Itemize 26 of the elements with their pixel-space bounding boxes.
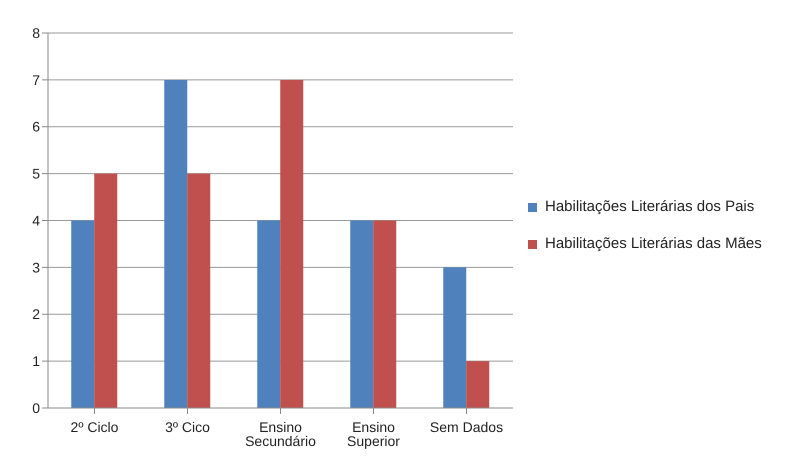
y-tick-label: 2 [32, 306, 40, 322]
y-tick-label: 7 [32, 72, 40, 88]
x-tick-label: Ensino Superior [347, 418, 400, 449]
x-tick-label: 2º Ciclo [70, 418, 119, 435]
legend-label: Habilitações Literárias das Mães [545, 235, 762, 252]
y-tick-label: 8 [32, 24, 40, 41]
y-tick-label: 4 [32, 212, 40, 228]
y-tick-label: 3 [32, 259, 40, 276]
y-tick-label: 5 [32, 166, 40, 182]
legend-label: Habilitações Literárias dos Pais [545, 198, 754, 215]
y-tick-label: 1 [32, 353, 40, 370]
y-tick-label: 6 [32, 118, 40, 135]
x-tick-label: 3º Cico [165, 418, 210, 435]
bar [164, 80, 188, 408]
bar [280, 80, 304, 408]
bar [257, 220, 280, 408]
x-tick-label: Ensino Secundário [245, 418, 316, 449]
x-tick-label: Sem Dados [430, 418, 504, 435]
bar [94, 174, 118, 408]
bar [466, 361, 490, 408]
y-tick-label: 0 [32, 400, 40, 416]
bar [373, 220, 396, 408]
bar [350, 220, 374, 408]
bar [187, 174, 210, 408]
bar [71, 220, 94, 408]
bar [443, 267, 466, 408]
